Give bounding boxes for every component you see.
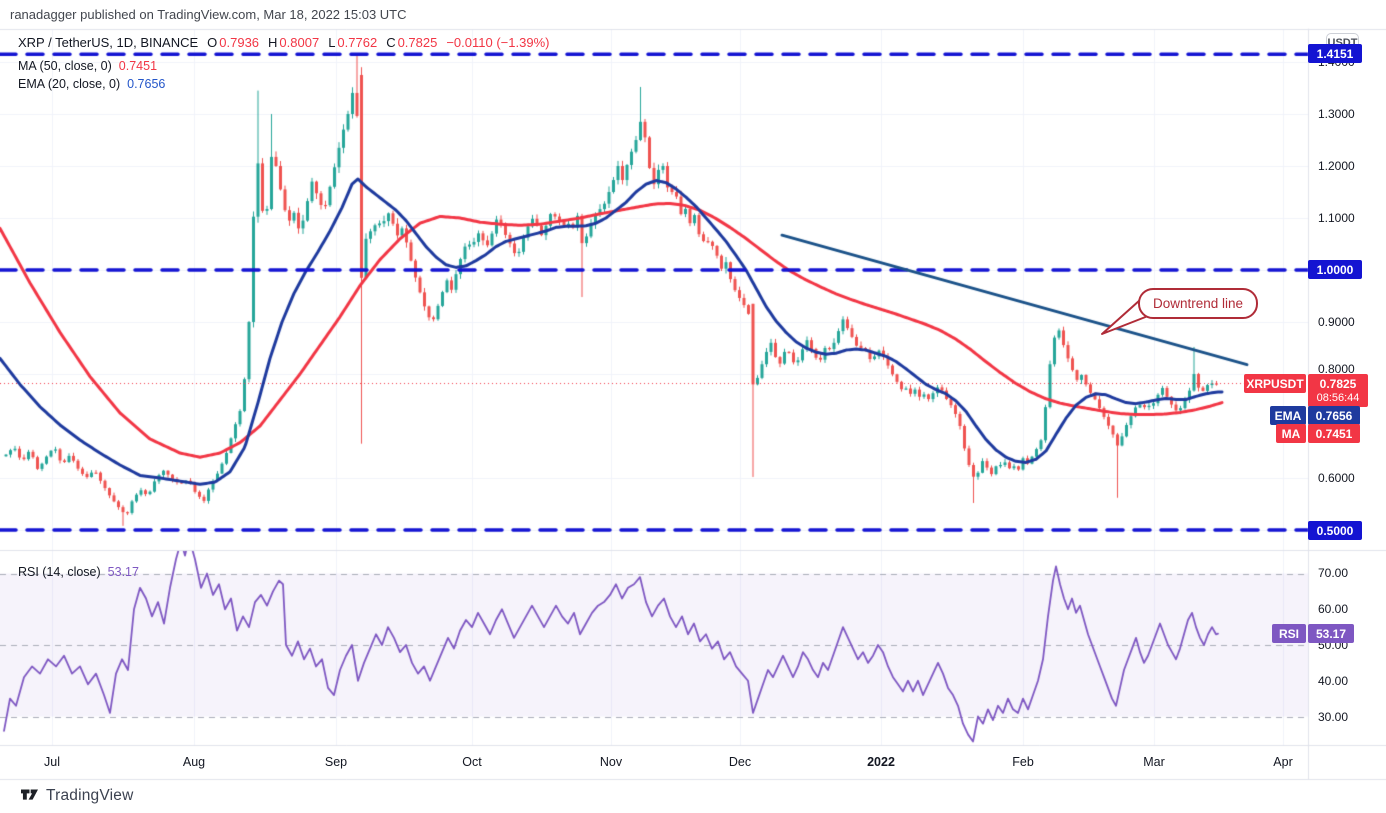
last-price-value: 0.7825 bbox=[1319, 376, 1357, 391]
rsi-tick-40: 40.00 bbox=[1318, 674, 1349, 688]
ma-legend-row[interactable]: MA (50, close, 0) 0.7451 bbox=[18, 59, 157, 73]
rsi-tick-30: 30.00 bbox=[1318, 710, 1349, 724]
high-label: H bbox=[268, 35, 278, 50]
ma-indicator-value: 0.7451 bbox=[118, 59, 158, 73]
bar-countdown: 08:56:44 bbox=[1316, 391, 1360, 404]
price-tick-0.9000: 0.9000 bbox=[1318, 315, 1355, 329]
time-tick-jul: Jul bbox=[44, 755, 60, 769]
rsi-axis-label-badge: RSI bbox=[1272, 624, 1306, 643]
ema-indicator-value: 0.7656 bbox=[127, 77, 166, 91]
rsi-tick-60: 60.00 bbox=[1318, 602, 1349, 616]
time-tick-mar: Mar bbox=[1143, 755, 1165, 769]
open-value: 0.7936 bbox=[219, 35, 260, 50]
level-badge-0.5000[interactable]: 0.5000 bbox=[1308, 521, 1362, 540]
symbol-title[interactable]: XRP / TetherUS, 1D, BINANCE bbox=[18, 35, 199, 50]
open-label: O bbox=[207, 35, 218, 50]
rsi-tick-70: 70.00 bbox=[1318, 566, 1349, 580]
downtrend-line-callout[interactable]: Downtrend line bbox=[1138, 288, 1259, 319]
price-tick-1.3000: 1.3000 bbox=[1318, 107, 1355, 121]
time-tick-nov: Nov bbox=[599, 755, 623, 769]
level-badge-1.0000[interactable]: 1.0000 bbox=[1308, 260, 1362, 279]
time-tick-2022: 2022 bbox=[867, 755, 895, 769]
time-tick-sep: Sep bbox=[324, 755, 348, 769]
low-value: 0.7762 bbox=[337, 35, 378, 50]
time-tick-feb: Feb bbox=[1012, 755, 1034, 769]
symbol-price-label-badge: XRPUSDT bbox=[1244, 374, 1306, 393]
ema-axis-value-badge[interactable]: 0.7656 bbox=[1308, 406, 1360, 425]
ma-axis-label-badge: MA bbox=[1276, 424, 1306, 443]
time-tick-aug: Aug bbox=[182, 755, 206, 769]
ema-axis-label-badge: EMA bbox=[1270, 406, 1306, 425]
price-tick-0.6000: 0.6000 bbox=[1318, 471, 1355, 485]
time-tick-oct: Oct bbox=[462, 755, 482, 769]
ema-indicator-label[interactable]: EMA (20, close, 0) bbox=[18, 77, 121, 91]
ma-indicator-label[interactable]: MA (50, close, 0) bbox=[18, 59, 112, 73]
symbol-legend-row[interactable]: XRP / TetherUS, 1D, BINANCE O 0.7936 H 0.800… bbox=[18, 35, 549, 50]
price-tick-0.8000: 0.8000 bbox=[1318, 362, 1355, 376]
change-value: −0.0110 (−1.39%) bbox=[446, 35, 550, 50]
high-value: 0.8007 bbox=[279, 35, 320, 50]
ema-legend-row[interactable]: EMA (20, close, 0) 0.7656 bbox=[18, 77, 165, 91]
tradingview-logo-icon bbox=[21, 789, 38, 800]
rsi-indicator-label[interactable]: RSI (14, close) bbox=[18, 565, 101, 579]
price-tick-1.1000: 1.1000 bbox=[1318, 211, 1355, 225]
level-badge-1.4151[interactable]: 1.4151 bbox=[1308, 44, 1362, 63]
close-value: 0.7825 bbox=[397, 35, 438, 50]
low-label: L bbox=[328, 35, 336, 50]
tradingview-logo[interactable]: TradingView bbox=[20, 787, 134, 805]
ma-axis-value-badge[interactable]: 0.7451 bbox=[1308, 424, 1360, 443]
close-label: C bbox=[386, 35, 396, 50]
tradingview-logo-text: TradingView bbox=[46, 787, 134, 804]
publish-header: ranadagger published on TradingView.com,… bbox=[10, 7, 407, 22]
rsi-axis-value-badge[interactable]: 53.17 bbox=[1308, 624, 1354, 643]
time-tick-dec: Dec bbox=[728, 755, 752, 769]
rsi-legend-row[interactable]: RSI (14, close) 53.17 bbox=[18, 565, 139, 579]
price-tick-1.2000: 1.2000 bbox=[1318, 159, 1355, 173]
time-tick-apr: Apr bbox=[1273, 755, 1293, 769]
last-price-badge[interactable]: 0.7825 08:56:44 bbox=[1308, 374, 1368, 407]
rsi-indicator-value: 53.17 bbox=[107, 565, 139, 579]
